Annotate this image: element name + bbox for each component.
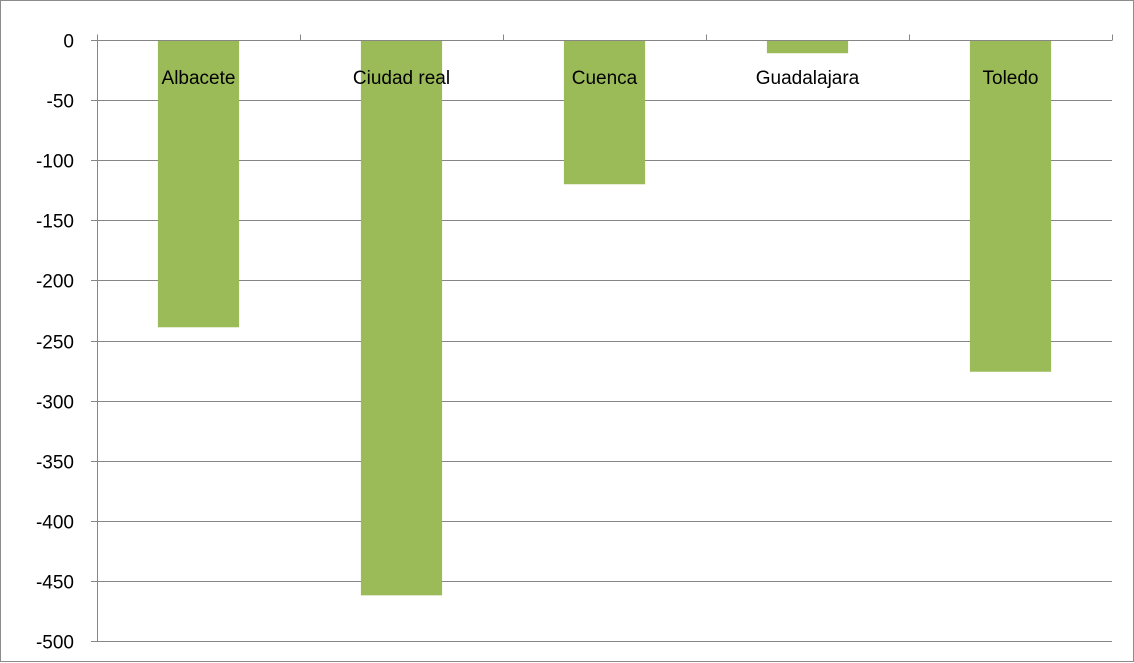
- x-tick-label: Guadalajara: [756, 68, 860, 89]
- y-tick-label: -500: [36, 633, 74, 654]
- y-tick-label: -300: [36, 393, 74, 414]
- bar: [564, 40, 645, 184]
- bars: [158, 40, 1051, 595]
- y-tick-label: -450: [36, 573, 74, 594]
- bar: [767, 40, 848, 53]
- y-tick-label: -100: [36, 152, 74, 173]
- x-tick-label: Ciudad real: [353, 68, 450, 89]
- y-tick-label: -200: [36, 272, 74, 293]
- y-tick-label: 0: [63, 32, 74, 53]
- bar: [970, 40, 1051, 372]
- bar: [361, 40, 442, 595]
- y-tick-label: -400: [36, 513, 74, 534]
- x-tick-label: Cuenca: [572, 68, 638, 89]
- y-tick-label: -50: [47, 92, 74, 113]
- y-tick-label: -250: [36, 333, 74, 354]
- x-tick-label: Albacete: [162, 68, 236, 89]
- y-tick-label: -350: [36, 453, 74, 474]
- x-tick-label: Toledo: [983, 68, 1039, 89]
- y-tick-label: -150: [36, 212, 74, 233]
